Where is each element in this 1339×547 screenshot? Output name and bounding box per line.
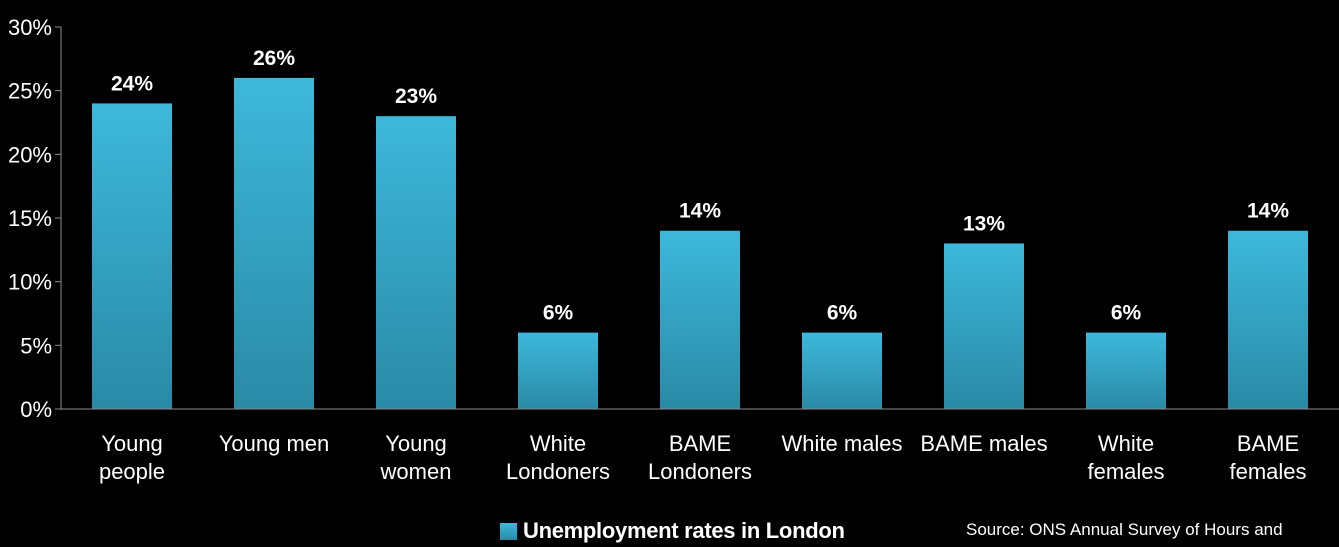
bar xyxy=(376,116,456,409)
data-label: 6% xyxy=(543,302,574,325)
bars-group xyxy=(92,77,1308,410)
data-label: 26% xyxy=(253,47,295,70)
legend-label: Unemployment rates in London xyxy=(523,518,845,543)
data-label: 6% xyxy=(827,302,858,325)
source-note: Source: ONS Annual Survey of Hours and xyxy=(966,520,1283,539)
bar xyxy=(660,230,740,409)
y-tick-label: 10% xyxy=(8,270,52,295)
data-label: 6% xyxy=(1111,302,1142,325)
bar xyxy=(1228,230,1308,409)
x-tick-label: White Londoners xyxy=(506,431,610,484)
bar xyxy=(234,77,314,409)
x-tick-label: White females xyxy=(1087,431,1164,484)
bar xyxy=(92,103,172,410)
y-tick-label: 0% xyxy=(20,397,52,422)
x-tick-label: BAME females xyxy=(1229,431,1306,484)
bar xyxy=(1086,332,1166,409)
data-label: 13% xyxy=(963,212,1005,235)
y-tick-label: 25% xyxy=(8,79,52,104)
data-labels-group: 24% 26% 23% 6% 14% 6% 13% 6% 14% xyxy=(111,47,1289,325)
legend-swatch xyxy=(500,522,517,540)
y-tick-label: 20% xyxy=(8,142,52,167)
x-axis: Young people Young men Young women White Londo… xyxy=(61,408,1339,484)
y-axis: 0% 5% 10% 15% 20% 25% 30% xyxy=(8,15,62,422)
data-label: 23% xyxy=(395,85,437,108)
bar xyxy=(802,332,882,409)
y-tick-label: 30% xyxy=(8,15,52,40)
x-tick-label: Young women xyxy=(380,431,452,484)
x-tick-label: White males xyxy=(781,431,902,456)
bar xyxy=(518,332,598,409)
x-tick-label: Young people xyxy=(99,431,165,484)
data-label: 24% xyxy=(111,72,153,95)
y-tick-label: 5% xyxy=(20,333,52,358)
data-label: 14% xyxy=(679,200,721,223)
legend: Unemployment rates in London xyxy=(500,518,845,544)
data-label: 14% xyxy=(1247,200,1289,223)
x-tick-label: Young men xyxy=(219,431,330,456)
x-tick-label: BAME Londoners xyxy=(648,431,752,484)
y-tick-label: 15% xyxy=(8,206,52,231)
bar xyxy=(944,243,1024,409)
x-tick-label: BAME males xyxy=(920,431,1047,456)
